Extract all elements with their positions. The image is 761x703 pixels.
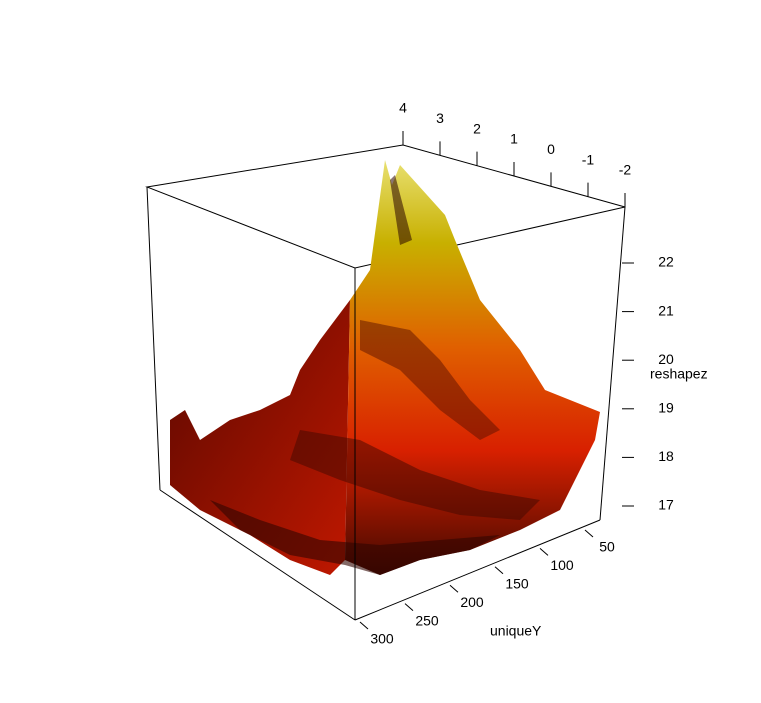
yticks-tick	[584, 529, 594, 538]
box-edge	[354, 519, 601, 621]
box-edge	[146, 186, 161, 491]
surface-shade	[390, 175, 412, 245]
xticks-label: -1	[582, 151, 595, 167]
yticks-label: 150	[505, 576, 529, 592]
yticks-label: 200	[460, 594, 484, 610]
zticks-label: 19	[658, 400, 674, 416]
yticks-label: 300	[370, 631, 394, 647]
zticks-label: 17	[658, 497, 674, 513]
yticks-tick	[449, 584, 459, 593]
surface-shade	[360, 320, 500, 440]
zticks-label: 22	[658, 254, 674, 270]
yticks-label: 250	[415, 612, 439, 628]
xticks-label: -2	[619, 162, 632, 178]
yticks-tick	[539, 548, 549, 556]
yticks-label: 100	[550, 557, 574, 573]
box-edge	[159, 489, 356, 621]
zticks-label: 18	[658, 448, 674, 464]
yticks-tick	[359, 621, 369, 630]
box-edge	[599, 206, 626, 521]
xticks-label: 3	[436, 110, 444, 126]
xticks-label: 0	[547, 141, 555, 157]
yticks-tick	[494, 566, 504, 575]
xticks-label: 4	[399, 100, 407, 116]
zticks-label: 21	[658, 302, 674, 318]
surface-shade	[210, 500, 500, 575]
xticks-label: 2	[473, 120, 481, 136]
surface-shade	[290, 430, 540, 520]
z-axis-label: reshapez	[650, 366, 708, 382]
zticks-label: 20	[658, 351, 674, 367]
y-axis-label: uniqueY	[490, 623, 542, 639]
yticks-label: 50	[599, 539, 615, 555]
surface	[170, 160, 600, 575]
yticks-tick	[404, 603, 414, 611]
surface-left	[170, 300, 350, 575]
xticks-label: 1	[510, 131, 518, 147]
